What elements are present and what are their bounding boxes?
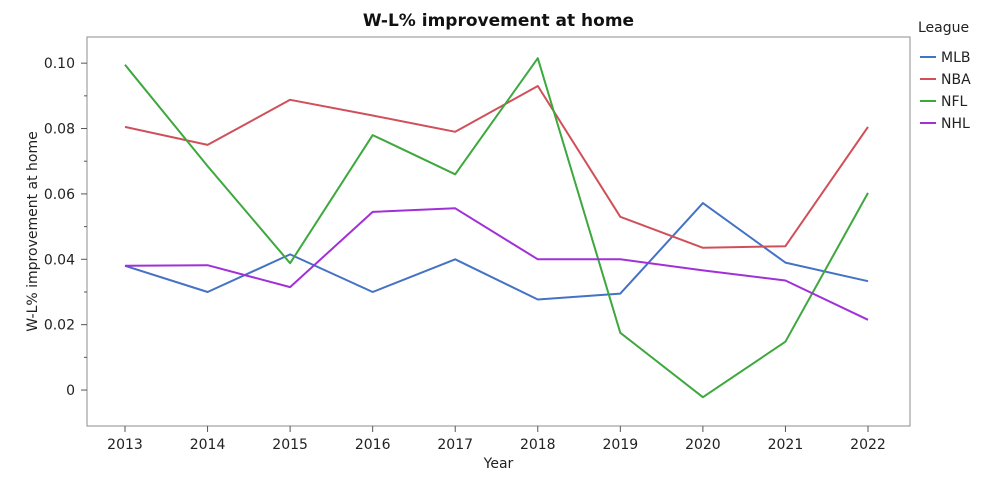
series-layer (124, 57, 869, 399)
legend-label-nba: NBA (941, 72, 971, 88)
legend-label-mlb: MLB (941, 50, 970, 66)
x-tick-label: 2022 (850, 437, 886, 453)
series-line-nfl (124, 57, 869, 399)
legend-label-nfl: NFL (941, 94, 968, 110)
plot-area-frame (86, 36, 911, 427)
y-tick-label: 0.08 (44, 122, 75, 138)
chart-title: W-L% improvement at home (363, 11, 634, 31)
x-tick-label: 2018 (520, 437, 556, 453)
series-line-nhl (124, 207, 869, 321)
x-axis: 2013 2014 2015 2016 2017 2018 2019 2020 2021 2022 (107, 426, 886, 453)
x-tick-label: 2013 (107, 437, 143, 453)
x-tick-label: 2017 (437, 437, 473, 453)
y-tick-label: 0 (66, 383, 75, 399)
y-tick-label: 0.02 (44, 318, 75, 334)
y-tick-label: 0.04 (44, 252, 75, 268)
series-line-nba (124, 85, 869, 249)
legend-label-nhl: NHL (941, 116, 970, 132)
x-tick-label: 2014 (190, 437, 226, 453)
x-tick-label: 2016 (355, 437, 391, 453)
series-line-mlb (124, 202, 869, 301)
legend: League MLB NBA NFL NHL (918, 20, 971, 132)
x-tick-label: 2020 (685, 437, 721, 453)
y-axis-title: W-L% improvement at home (25, 131, 41, 331)
y-tick-label: 0.10 (44, 56, 75, 72)
x-tick-label: 2019 (603, 437, 639, 453)
legend-title: League (918, 20, 969, 36)
y-axis: 0 0.02 0.04 0.06 0.08 0.10 (44, 56, 87, 399)
y-tick-label: 0.06 (44, 187, 75, 203)
x-tick-label: 2021 (768, 437, 804, 453)
x-tick-label: 2015 (272, 437, 308, 453)
x-axis-title: Year (483, 456, 514, 472)
